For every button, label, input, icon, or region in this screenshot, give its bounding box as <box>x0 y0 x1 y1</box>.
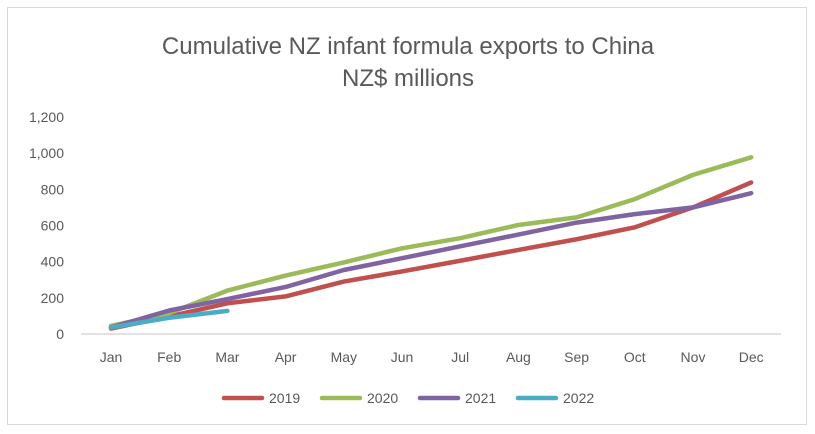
y-tick-label: 1,000 <box>29 145 64 161</box>
x-tick-label: Dec <box>739 349 764 365</box>
y-tick-label: 200 <box>41 290 65 306</box>
x-tick-label: Mar <box>215 349 239 365</box>
y-tick-label: 400 <box>41 254 65 270</box>
y-tick-label: 0 <box>56 326 64 342</box>
x-tick-label: Aug <box>506 349 531 365</box>
legend-label-2020: 2020 <box>367 390 398 406</box>
series-line-2021 <box>108 190 754 330</box>
series-line-2022 <box>108 308 230 330</box>
x-tick-label: Jun <box>391 349 414 365</box>
x-tick-label: Nov <box>681 349 706 365</box>
x-tick-label: Apr <box>275 349 297 365</box>
y-tick-label: 800 <box>41 181 65 197</box>
x-tick-label: Sep <box>564 349 589 365</box>
chart-title-line-1: Cumulative NZ infant formula exports to … <box>162 33 655 60</box>
x-tick-label: Oct <box>624 349 646 365</box>
y-tick-label: 1,200 <box>29 109 64 125</box>
legend-label-2019: 2019 <box>269 390 300 406</box>
chart-area <box>7 7 807 425</box>
x-tick-label: Jul <box>451 349 469 365</box>
x-tick-label: May <box>331 349 357 365</box>
legend-label-2021: 2021 <box>465 390 496 406</box>
y-tick-label: 600 <box>41 218 65 234</box>
x-tick-label: Jan <box>100 349 123 365</box>
legend-label-2022: 2022 <box>563 390 594 406</box>
chart-title-line-2: NZ$ millions <box>342 65 474 92</box>
x-tick-label: Feb <box>157 349 181 365</box>
series-line-2020 <box>108 155 754 329</box>
series-line-2019 <box>108 180 754 331</box>
